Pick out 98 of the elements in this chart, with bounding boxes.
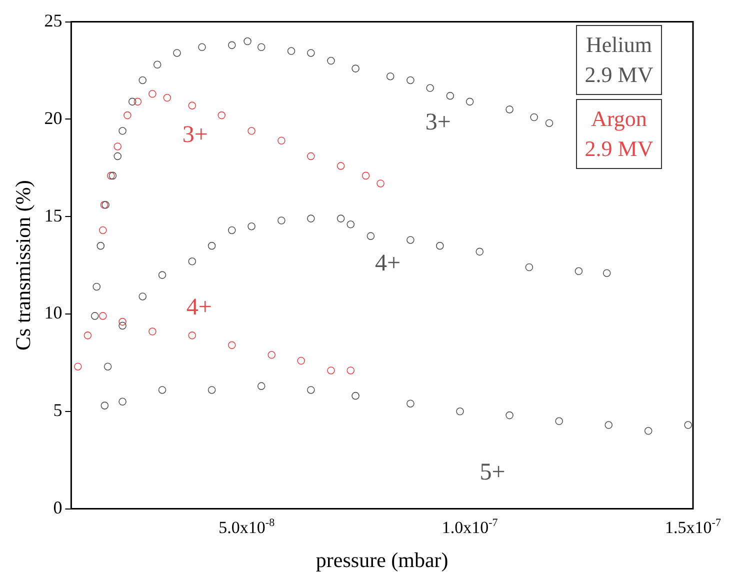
point [574,267,583,276]
point [297,356,305,365]
series-label: 3+ [425,109,451,136]
y-tick-label: 20 [44,108,62,128]
point [118,318,126,326]
point [466,98,474,106]
point [386,72,394,80]
point [525,263,534,272]
point [278,136,286,145]
y-tick-label: 15 [44,205,62,226]
series-label: 5+ [480,460,506,486]
y-axis-title: Cs transmission (%) [11,180,36,350]
point [426,84,434,92]
point [352,392,360,400]
point [90,312,99,320]
point [188,102,196,110]
point [153,60,162,69]
point [327,366,335,374]
point [352,64,360,72]
point [506,106,514,114]
point [148,328,156,336]
y-tick-label: 25 [44,10,62,31]
point [602,269,611,277]
point [446,92,454,100]
y-tick-label: 0 [53,498,62,518]
annotation: Helium 2.9 MV [576,25,662,95]
annotation: Argon 2.9 MV [576,99,662,169]
point [362,172,370,180]
x-axis-title: pressure (mbar) [316,548,448,572]
point [158,271,166,279]
point [98,226,107,234]
point [118,398,126,406]
point [336,214,345,222]
point [406,76,414,84]
point [244,37,252,46]
point [228,341,236,350]
point [228,226,236,234]
point [346,220,355,228]
point [114,152,122,160]
point [118,126,126,135]
point [257,382,266,390]
series-label: 3+ [182,122,208,148]
point [684,421,692,429]
point [104,362,112,370]
point [476,248,484,256]
point [148,90,156,98]
point [208,386,216,394]
point [114,142,122,150]
point [506,411,514,420]
point [307,214,315,222]
y-tick-label: 10 [44,302,62,323]
point [248,126,256,135]
point [138,76,147,84]
point [406,236,414,244]
point [96,242,105,250]
point [307,152,315,160]
point [163,94,172,102]
y-tick-label: 5 [53,400,62,420]
point [346,366,355,374]
point [456,408,464,416]
point [555,417,563,426]
point [228,41,236,50]
point [100,402,109,410]
point [128,98,136,106]
point [604,421,613,429]
point [336,162,345,170]
point [118,322,126,330]
series-label: 4+ [186,294,212,321]
point [366,232,375,240]
point [307,386,315,394]
point [84,332,92,340]
point [208,242,216,250]
point [307,49,315,57]
point [218,111,226,120]
series-label: 4+ [374,250,400,276]
point [545,119,554,127]
point [644,426,652,435]
point [327,56,335,65]
point [287,47,296,55]
point [138,292,147,300]
point [188,332,196,340]
point [188,258,196,266]
point [98,312,107,320]
point [278,216,286,224]
point [158,386,166,394]
point [92,282,101,291]
point [530,113,538,122]
point [406,400,414,408]
point [436,242,444,250]
point [248,222,256,230]
point [124,111,132,120]
point [74,362,82,370]
point [134,98,142,106]
point [198,43,206,52]
point [173,49,181,57]
point [268,351,276,359]
point [376,180,384,188]
point [257,43,266,52]
